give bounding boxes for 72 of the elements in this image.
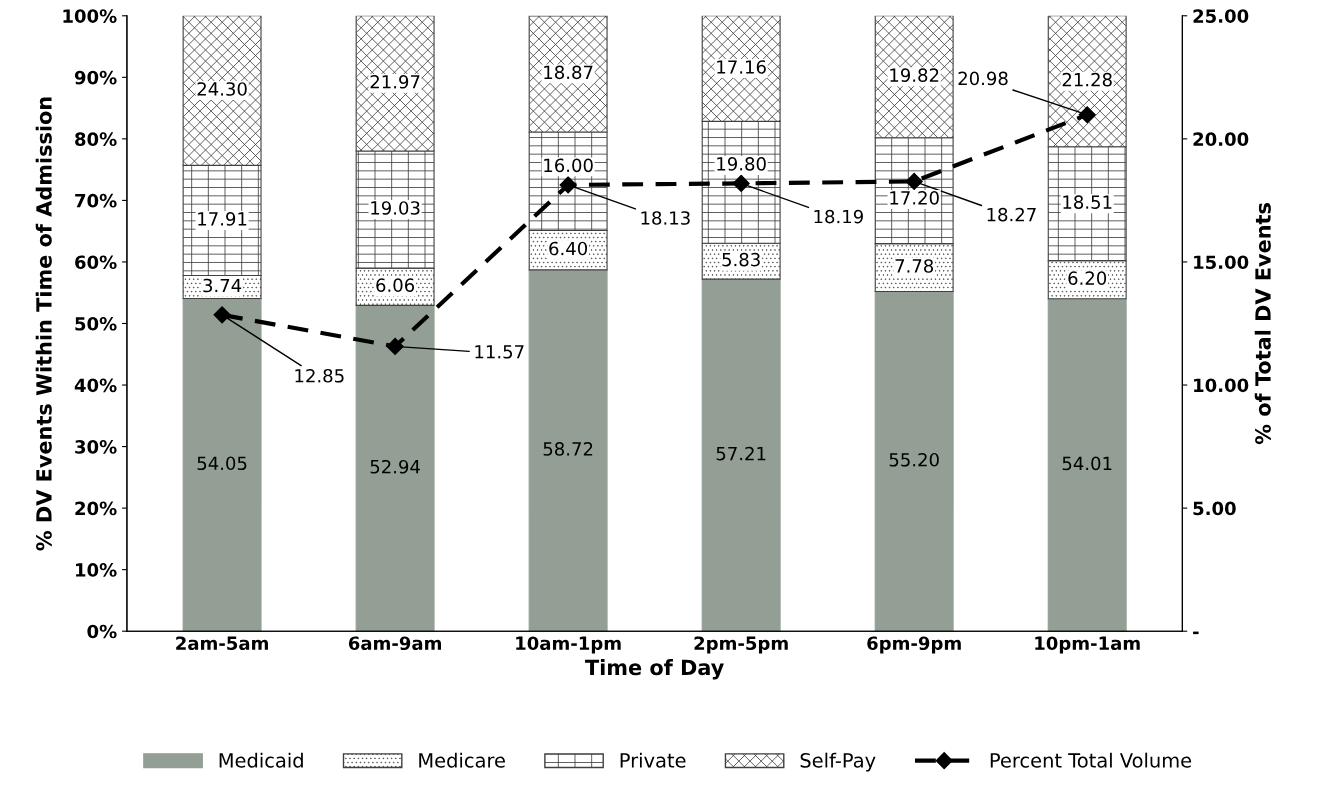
y-tick-label: 30% bbox=[75, 440, 117, 454]
bar bbox=[874, 290, 954, 632]
y2-tick-label: - bbox=[1193, 631, 1199, 635]
x-tick-label: 6pm-9pm bbox=[867, 636, 961, 654]
legend-label: Medicaid bbox=[219, 752, 303, 768]
data-label: 17.20 bbox=[890, 191, 939, 205]
y-tick-label: 80% bbox=[75, 132, 117, 146]
y-tick-label: 100% bbox=[63, 9, 117, 23]
y-tick-label: 10% bbox=[76, 563, 117, 577]
data-label: 52.94 bbox=[370, 459, 420, 474]
data-label: 16.00 bbox=[544, 158, 593, 173]
y2-tick-label: 25.00 bbox=[1193, 9, 1249, 23]
data-label: 55.20 bbox=[889, 452, 939, 467]
y2-tick-label: 10.00 bbox=[1194, 378, 1249, 393]
x-tick-label: 2pm-5pm bbox=[694, 636, 788, 654]
legend-label: Percent Total Volume bbox=[990, 752, 1192, 768]
data-label: 21.97 bbox=[370, 74, 420, 89]
point bbox=[732, 174, 750, 192]
point bbox=[905, 172, 923, 191]
data-label: 19.82 bbox=[890, 68, 939, 83]
y2-axis-title: % of Total DV Events bbox=[1254, 203, 1271, 445]
data-label: 57.21 bbox=[716, 446, 766, 461]
bar bbox=[701, 278, 781, 632]
data-label: 24.30 bbox=[197, 82, 247, 96]
data-label: 11.57 bbox=[475, 345, 524, 359]
data-label: 19.80 bbox=[717, 157, 766, 171]
x-axis-title: Time of Day bbox=[585, 659, 724, 680]
bar bbox=[1047, 298, 1127, 632]
data-label: 18.13 bbox=[641, 211, 690, 225]
legend-label: Self-Pay bbox=[800, 752, 876, 772]
y-tick-label: 90% bbox=[74, 70, 117, 85]
y-tick-label: 70% bbox=[75, 193, 117, 208]
data-label: 54.05 bbox=[197, 456, 247, 471]
point bbox=[559, 176, 577, 194]
y2-tick-label: 20.00 bbox=[1193, 132, 1249, 146]
data-label: 21.28 bbox=[1062, 72, 1112, 87]
data-label: 6.20 bbox=[1068, 271, 1107, 285]
data-label: 12.85 bbox=[295, 368, 344, 383]
y-tick-label: 60% bbox=[75, 255, 117, 270]
data-label: 18.19 bbox=[814, 209, 863, 224]
bar bbox=[355, 304, 435, 632]
data-label: 17.16 bbox=[717, 60, 766, 74]
data-label: 20.98 bbox=[958, 71, 1008, 86]
y2-tick-label: 15.00 bbox=[1194, 255, 1249, 270]
x-tick-label: 10pm-1am bbox=[1035, 636, 1140, 654]
y2-tick-label: 5.00 bbox=[1193, 501, 1236, 516]
point bbox=[1078, 106, 1096, 124]
data-label: 3.74 bbox=[203, 278, 242, 293]
data-label: 17.91 bbox=[198, 212, 247, 226]
data-label: 6.40 bbox=[549, 241, 588, 256]
legend-label: Private bbox=[620, 752, 686, 768]
data-label: 19.03 bbox=[371, 201, 420, 215]
y-axis-title: % DV Events Within Time of Admission bbox=[35, 97, 52, 551]
data-label: 58.72 bbox=[543, 442, 593, 456]
x-tick-label: 6am-9am bbox=[348, 636, 441, 651]
data-label: 18.51 bbox=[1063, 195, 1112, 209]
data-label: 18.27 bbox=[987, 207, 1036, 222]
bar bbox=[528, 269, 608, 632]
data-label: 6.06 bbox=[376, 278, 415, 292]
data-label: 5.83 bbox=[722, 252, 760, 267]
x-tick-label: 2am-5am bbox=[176, 636, 268, 651]
point bbox=[213, 306, 231, 324]
y-tick-label: 50% bbox=[75, 316, 117, 331]
x-tick-label: 10am-1pm bbox=[516, 636, 621, 654]
data-label: 54.01 bbox=[1062, 456, 1112, 471]
point bbox=[386, 337, 404, 355]
legend-label: Medicare bbox=[419, 752, 505, 768]
y-tick-label: 0% bbox=[87, 624, 117, 639]
data-label: 7.78 bbox=[895, 259, 934, 273]
data-label: 18.87 bbox=[544, 65, 593, 80]
y-tick-label: 20% bbox=[75, 501, 117, 516]
y-tick-label: 40% bbox=[74, 378, 117, 393]
